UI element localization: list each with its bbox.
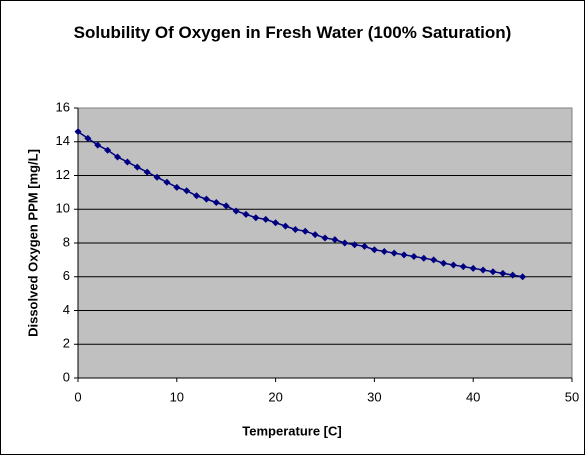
data-point [400, 251, 408, 259]
data-point [331, 236, 339, 244]
chart-title: Solubility Of Oxygen in Fresh Water (100… [73, 23, 512, 42]
data-point [351, 241, 359, 249]
data-point [94, 141, 102, 149]
data-point [469, 264, 477, 272]
data-point [301, 227, 309, 235]
data-line [77, 131, 523, 278]
data-point [440, 259, 448, 267]
data-point [153, 173, 161, 181]
data-point [193, 192, 201, 200]
data-point [311, 231, 319, 239]
y-axis-title: Dissolved Oxygen PPM [mg/L] [25, 149, 40, 337]
data-point [173, 183, 181, 191]
y-tick-label: 0 [63, 369, 70, 384]
data-point [143, 168, 151, 176]
x-tick-label: 10 [170, 389, 184, 404]
y-tick-label: 14 [56, 133, 70, 148]
data-point [370, 246, 378, 254]
y-tick-label: 2 [63, 336, 70, 351]
data-point [519, 273, 527, 281]
y-tick-label: 12 [56, 167, 70, 182]
data-point [430, 256, 438, 264]
data-point [509, 271, 517, 279]
data-point [252, 214, 260, 222]
data-point [321, 234, 329, 242]
data-point [163, 178, 171, 186]
data-point [420, 254, 428, 262]
data-point [361, 242, 369, 250]
x-axis-title: Temperature [C] [242, 423, 341, 438]
data-point [410, 253, 418, 260]
data-point [449, 261, 457, 269]
data-point [212, 199, 220, 206]
data-point [291, 226, 299, 233]
data-point [459, 263, 467, 271]
data-point [74, 128, 82, 136]
data-point [133, 163, 141, 171]
data-point [380, 247, 388, 255]
data-point [262, 215, 270, 223]
data-point [489, 268, 497, 276]
data-point [499, 269, 507, 277]
y-tick-label: 16 [56, 99, 70, 114]
data-point [390, 249, 398, 257]
data-point [281, 222, 289, 230]
x-tick-label: 50 [565, 389, 579, 404]
x-tick-label: 0 [74, 389, 81, 404]
data-point [202, 195, 210, 203]
x-tick-label: 40 [466, 389, 480, 404]
data-point [114, 153, 122, 161]
data-point [183, 187, 191, 195]
data-point [84, 134, 92, 142]
y-tick-label: 6 [63, 268, 70, 283]
data-point [232, 207, 240, 215]
data-point [272, 219, 280, 227]
data-point [104, 146, 112, 154]
x-tick-label: 20 [268, 389, 282, 404]
data-point [123, 158, 131, 166]
x-tick-label: 30 [367, 389, 381, 404]
y-tick-label: 8 [63, 234, 70, 249]
data-point [341, 239, 349, 247]
data-point [242, 210, 250, 218]
y-tick-label: 10 [56, 201, 70, 216]
y-tick-label: 4 [63, 302, 70, 317]
data-point [222, 202, 230, 210]
data-point [479, 266, 487, 274]
